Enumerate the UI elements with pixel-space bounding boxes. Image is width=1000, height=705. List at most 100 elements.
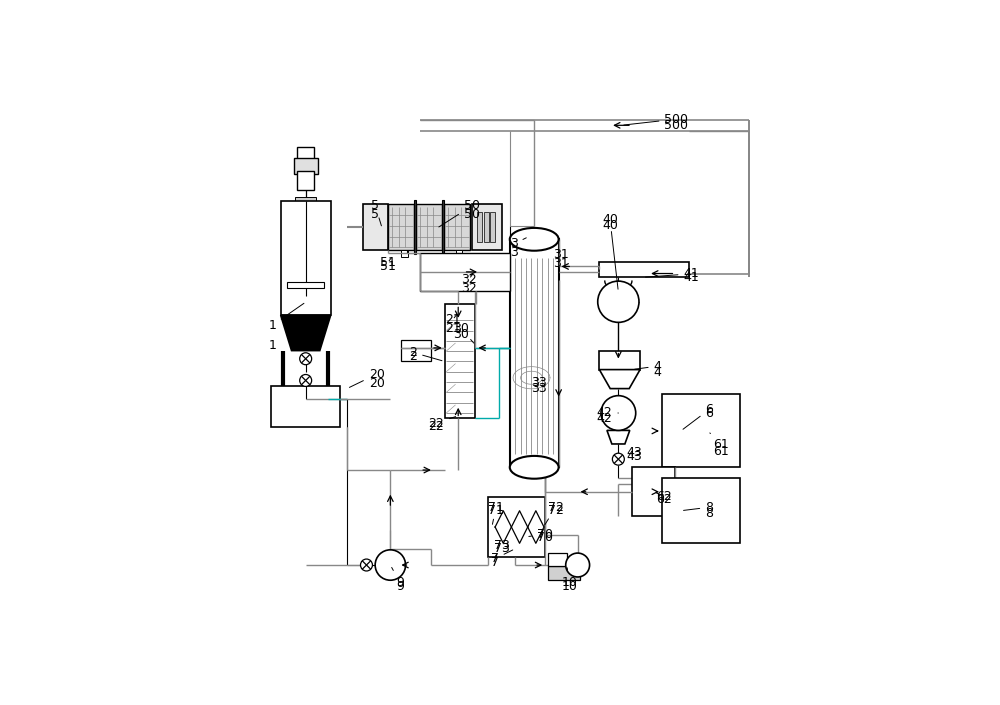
Text: 500: 500 [624, 113, 688, 125]
Bar [444, 204, 470, 250]
Bar [420, 253, 510, 291]
Text: 3: 3 [510, 238, 526, 250]
Bar [442, 200, 444, 254]
Text: 9: 9 [396, 580, 404, 593]
Text: 72: 72 [545, 501, 564, 525]
Text: 4: 4 [654, 366, 662, 379]
Text: 7: 7 [491, 550, 513, 565]
Bar [484, 212, 489, 242]
Bar [297, 147, 314, 161]
Bar [416, 204, 442, 250]
Text: 73: 73 [494, 542, 509, 556]
Bar [297, 171, 314, 190]
Bar [281, 202, 331, 315]
Bar [490, 212, 495, 242]
Text: 32: 32 [461, 273, 477, 286]
Text: 42: 42 [597, 406, 618, 419]
Text: 8: 8 [705, 507, 713, 520]
Text: 21: 21 [445, 322, 460, 336]
Bar [488, 497, 545, 557]
Text: 43: 43 [621, 446, 642, 460]
Text: 8: 8 [684, 501, 713, 514]
Text: 20: 20 [349, 368, 385, 387]
Text: 40: 40 [602, 219, 618, 232]
Text: 62: 62 [656, 493, 672, 506]
Bar [510, 239, 559, 467]
Text: 22: 22 [428, 417, 456, 429]
Text: 31: 31 [553, 257, 569, 270]
Circle shape [300, 352, 312, 364]
Text: 5: 5 [371, 209, 379, 221]
Text: 33: 33 [531, 376, 547, 389]
Circle shape [601, 396, 636, 430]
Bar [477, 212, 482, 242]
Text: 1: 1 [268, 303, 304, 332]
Text: 6: 6 [683, 403, 713, 429]
Text: 41: 41 [683, 271, 699, 284]
Polygon shape [281, 315, 331, 350]
Text: 61: 61 [710, 433, 729, 451]
Ellipse shape [510, 456, 559, 479]
Circle shape [361, 559, 372, 571]
Bar [472, 204, 502, 250]
Text: 2: 2 [409, 346, 442, 361]
Text: 61: 61 [713, 445, 729, 458]
Bar [287, 282, 324, 288]
Text: 32: 32 [461, 282, 477, 295]
Bar [599, 350, 640, 369]
Text: 4: 4 [635, 360, 662, 373]
Text: 21: 21 [445, 314, 460, 326]
Text: 5: 5 [371, 200, 381, 226]
Bar [548, 566, 580, 580]
Text: 30: 30 [453, 328, 469, 341]
Bar [662, 394, 740, 467]
Circle shape [375, 550, 406, 580]
Bar [388, 204, 414, 250]
Bar [295, 197, 316, 202]
Text: 42: 42 [597, 412, 612, 425]
Text: 71: 71 [488, 504, 504, 517]
Text: 2: 2 [409, 350, 417, 362]
Text: 41: 41 [646, 267, 699, 281]
Bar [401, 340, 431, 362]
Circle shape [598, 281, 639, 322]
Text: 30: 30 [453, 321, 474, 343]
Bar [548, 553, 567, 566]
Text: 72: 72 [548, 504, 564, 517]
Text: 40: 40 [602, 213, 618, 289]
Bar [599, 262, 689, 277]
Text: 1: 1 [268, 338, 276, 352]
Bar [401, 250, 408, 257]
Text: 50: 50 [464, 209, 480, 221]
Bar [445, 305, 475, 419]
Text: 3: 3 [510, 246, 518, 259]
Text: 7: 7 [491, 556, 499, 569]
Bar [632, 467, 675, 516]
Text: 6: 6 [705, 407, 713, 419]
Text: 20: 20 [369, 376, 385, 390]
Text: 73: 73 [494, 539, 509, 557]
Text: 70: 70 [529, 528, 553, 541]
Text: 43: 43 [626, 450, 642, 463]
Text: 10: 10 [561, 568, 577, 589]
Text: 9: 9 [392, 568, 404, 589]
Bar [294, 158, 318, 174]
Text: 62: 62 [656, 490, 672, 503]
Circle shape [566, 553, 590, 577]
Bar [414, 200, 416, 254]
Bar [271, 386, 340, 427]
Ellipse shape [510, 228, 559, 251]
Polygon shape [599, 369, 640, 388]
Text: 71: 71 [488, 501, 504, 525]
Text: 10: 10 [561, 580, 577, 593]
Bar [456, 250, 462, 257]
Polygon shape [607, 430, 630, 444]
Text: 500: 500 [664, 119, 688, 132]
Text: 31: 31 [553, 248, 569, 269]
Text: 51: 51 [380, 260, 395, 273]
Circle shape [300, 374, 312, 386]
Text: 22: 22 [428, 420, 444, 433]
Circle shape [612, 453, 624, 465]
Text: 51: 51 [380, 257, 395, 269]
Bar [662, 478, 740, 544]
